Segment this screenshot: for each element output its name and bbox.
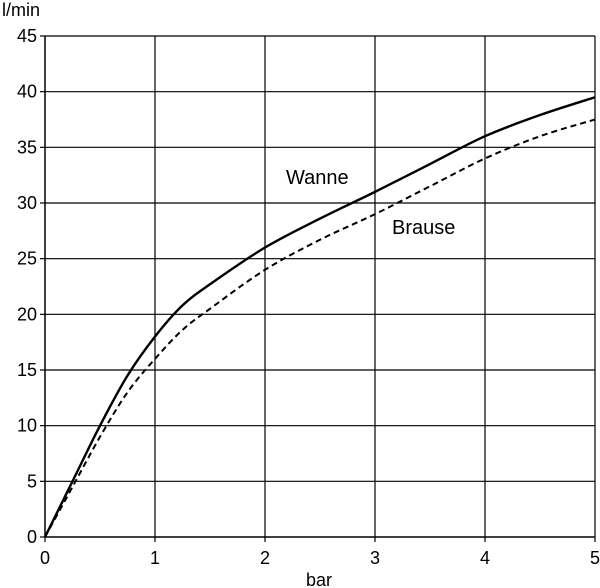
y-tick-labels: 0 5 10 15 20 25 30 35 40 45: [17, 26, 37, 547]
x-axis-label: bar: [306, 570, 332, 588]
x-tick-labels: 0 1 2 3 4 5: [40, 548, 600, 568]
y-tick-label-20: 20: [17, 304, 37, 324]
grid: [45, 35, 596, 537]
y-tick-label-10: 10: [17, 416, 37, 436]
series-label-wanne: Wanne: [286, 167, 349, 189]
series-line-wanne: [43, 96, 596, 538]
y-tick-label-30: 30: [17, 193, 37, 213]
y-axis-label: l/min: [2, 0, 40, 20]
y-tick-label-45: 45: [17, 26, 37, 46]
x-tick-label-3: 3: [370, 548, 380, 568]
x-tick-label-1: 1: [150, 548, 160, 568]
x-tick-label-5: 5: [590, 548, 600, 568]
x-tick-label-0: 0: [40, 548, 50, 568]
y-tick-label-35: 35: [17, 137, 37, 157]
x-tick-label-2: 2: [260, 548, 270, 568]
y-tick-label-15: 15: [17, 360, 37, 380]
y-tick-label-40: 40: [17, 82, 37, 102]
series-label-brause: Brause: [392, 217, 455, 239]
y-tick-label-5: 5: [27, 471, 37, 491]
y-tick-label-0: 0: [27, 527, 37, 547]
series-lines: [43, 96, 596, 538]
y-tick-label-25: 25: [17, 249, 37, 269]
axes: [40, 35, 596, 542]
series-line-brause: [44, 118, 596, 538]
x-tick-label-4: 4: [480, 548, 490, 568]
